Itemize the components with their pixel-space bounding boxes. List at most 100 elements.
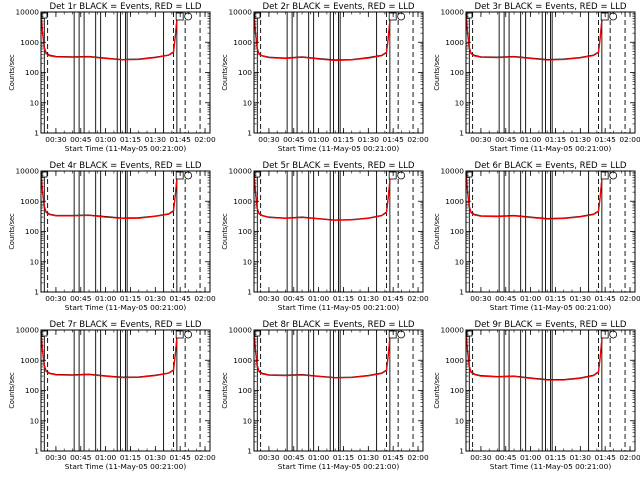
y-tick-label: 10 [30,416,40,425]
x-tick-label: 00:45 [283,294,305,303]
saturation-square-marker [600,12,609,21]
x-tick-label: 01:00 [520,294,542,303]
x-tick-label: 00:30 [258,453,280,462]
x-tick-label: 01:15 [333,453,355,462]
x-tick-label: 01:45 [170,294,192,303]
panel-title: Det 8r BLACK = Events, RED = LLD [262,320,414,330]
x-tick-label: 00:30 [470,135,492,144]
saturation-square-marker [175,330,184,339]
x-tick-label: 02:00 [407,135,429,144]
y-tick-label: 100 [238,386,252,395]
x-tick-label: 01:45 [383,294,405,303]
x-tick-label: 00:30 [470,453,492,462]
x-tick-label: 01:15 [545,294,567,303]
x-tick-label: 00:30 [45,294,67,303]
x-tick-label: 01:45 [595,294,617,303]
y-tick-label: 1 [34,288,39,297]
x-tick-label: 01:45 [383,135,405,144]
x-tick-label: 01:15 [120,135,142,144]
x-tick-label: 01:45 [383,453,405,462]
y-axis-label: Counts/sec [8,54,16,91]
series-lld-line [40,12,180,61]
y-tick-label: 10000 [228,167,252,176]
start-square-marker [254,12,261,19]
panel-7: Det 7r BLACK = Events, RED = LLD 1 10 100 10… [8,320,216,471]
x-axis-label: Start Time (11-May-05 00:21:00) [65,462,187,471]
x-tick-label: 01:45 [170,453,192,462]
panel-title: Det 1r BLACK = Events, RED = LLD [49,2,201,12]
x-tick-label: 00:45 [495,135,517,144]
x-tick-label: 02:00 [619,453,640,462]
x-axis-label: Start Time (11-May-05 00:21:00) [278,144,400,153]
x-axis-label: Start Time (11-May-05 00:21:00) [490,303,612,312]
x-tick-label: 01:00 [308,135,330,144]
y-tick-label: 100 [450,227,464,236]
y-tick-label: 10 [455,416,465,425]
x-tick-label: 02:00 [619,135,640,144]
x-tick-label: 01:15 [120,294,142,303]
panel-title: Det 2r BLACK = Events, RED = LLD [262,2,414,12]
y-tick-label: 1 [247,288,252,297]
series-events-line [253,330,393,379]
y-axis-label: Counts/sec [8,372,16,409]
y-tick-label: 10 [30,257,40,266]
y-tick-label: 10000 [440,8,464,17]
x-axis-label: Start Time (11-May-05 00:21:00) [65,303,187,312]
y-tick-label: 100 [25,68,39,77]
y-tick-label: 1 [247,447,252,456]
x-tick-label: 01:00 [308,294,330,303]
y-tick-label: 1000 [445,197,464,206]
y-tick-label: 10000 [440,326,464,335]
panel-title: Det 5r BLACK = Events, RED = LLD [262,161,414,171]
x-tick-label: 01:30 [358,135,380,144]
panel-title: Det 7r BLACK = Events, RED = LLD [49,320,201,330]
series-events-line [465,171,605,220]
series-events-line [40,11,180,61]
series-lld-line [253,13,393,62]
y-axis-label: Counts/sec [433,213,441,250]
y-tick-label: 1000 [233,356,252,365]
y-tick-label: 1000 [20,38,39,47]
y-tick-label: 10000 [15,8,39,17]
y-tick-label: 1 [459,447,464,456]
y-tick-label: 10000 [228,326,252,335]
series-events-line [465,12,605,61]
y-axis-label: Counts/sec [433,372,441,409]
series-events-line [40,329,180,378]
x-tick-label: 01:15 [333,294,355,303]
y-axis-label: Counts/sec [8,213,16,250]
y-tick-label: 10000 [15,326,39,335]
x-tick-label: 01:00 [520,135,542,144]
y-tick-label: 1000 [445,38,464,47]
y-axis-label: Counts/sec [221,213,229,250]
start-square-marker [254,171,261,178]
y-tick-label: 1000 [445,356,464,365]
x-tick-label: 01:15 [333,135,355,144]
y-tick-label: 10 [243,416,253,425]
panel-title: Det 9r BLACK = Events, RED = LLD [474,320,626,330]
x-tick-label: 01:00 [308,453,330,462]
start-square-marker [466,171,473,178]
y-tick-label: 100 [25,227,39,236]
y-tick-label: 10 [455,98,465,107]
x-tick-label: 01:00 [95,453,117,462]
x-axis-label: Start Time (11-May-05 00:21:00) [278,303,400,312]
x-tick-label: 02:00 [619,294,640,303]
x-axis-label: Start Time (11-May-05 00:21:00) [278,462,400,471]
y-tick-label: 100 [238,68,252,77]
y-tick-label: 100 [450,386,464,395]
x-tick-label: 02:00 [407,453,429,462]
saturation-square-marker [600,330,609,339]
saturation-square-marker [388,171,397,180]
saturation-square-marker [600,171,609,180]
series-lld-line [465,12,605,61]
x-tick-label: 01:30 [145,294,167,303]
x-tick-label: 02:00 [194,135,216,144]
x-tick-label: 01:30 [145,135,167,144]
series-lld-line [40,171,180,220]
x-tick-label: 01:45 [595,135,617,144]
x-axis-label: Start Time (11-May-05 00:21:00) [490,462,612,471]
y-tick-label: 1 [34,129,39,138]
series-lld-line [465,331,605,381]
